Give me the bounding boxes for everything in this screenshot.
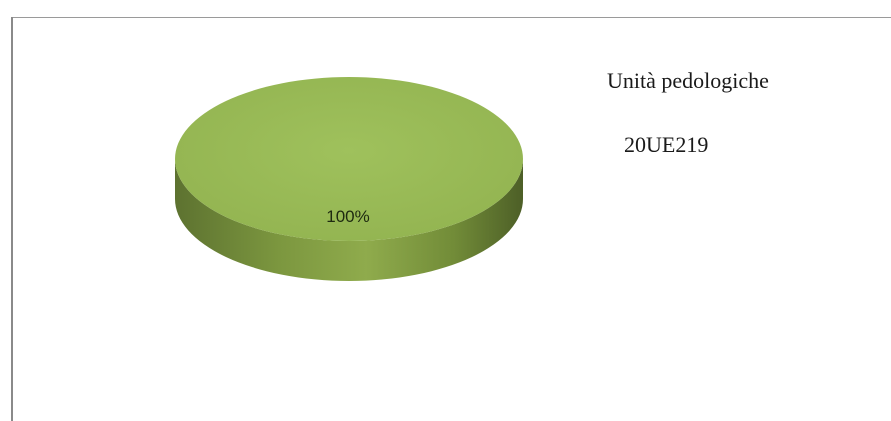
pie-slice-side bbox=[175, 159, 523, 281]
slice-data-label: 100% bbox=[326, 207, 369, 226]
pie-slice bbox=[175, 77, 523, 241]
legend-entry: 20UE219 bbox=[624, 132, 709, 157]
legend-title: Unità pedologiche bbox=[607, 68, 769, 93]
chart-border-left bbox=[11, 17, 13, 421]
pie-slices bbox=[175, 77, 523, 281]
chart-border-top bbox=[11, 17, 891, 18]
